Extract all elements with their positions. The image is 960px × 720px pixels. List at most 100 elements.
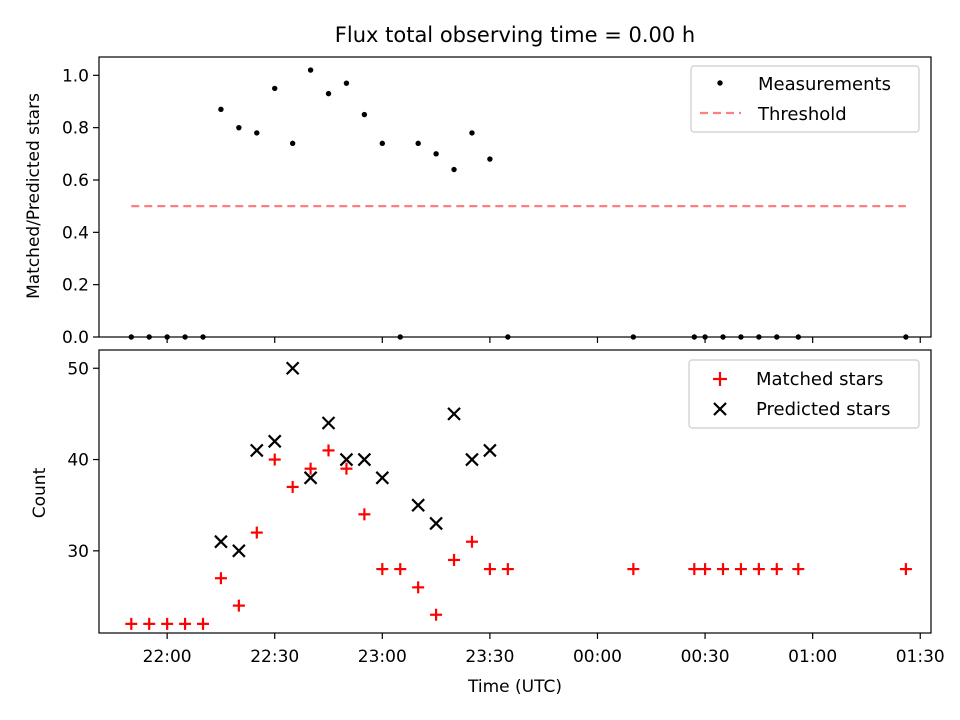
- legend-predicted-label: Predicted stars: [756, 399, 890, 420]
- top-legend: Measurements Threshold: [690, 65, 920, 133]
- matched-star-point: [268, 453, 281, 466]
- matched-star-point: [483, 563, 496, 576]
- predicted-star-point: [447, 407, 461, 421]
- bottom-y-axis-label: Count: [30, 467, 50, 518]
- matched-star-point: [752, 563, 765, 576]
- measurement-point: [379, 140, 386, 147]
- bottom-y-tick-label: 50: [67, 359, 89, 379]
- matched-star-point: [232, 599, 245, 612]
- measurement-point: [487, 156, 493, 162]
- top-plot-frame: [98, 56, 932, 338]
- x-tick-label: 01:00: [788, 647, 837, 667]
- matched-star-point: [197, 617, 209, 630]
- top-y-tick-label: 1.0: [62, 66, 89, 86]
- predicted-star-point: [411, 498, 425, 512]
- matched-star-point: [699, 563, 712, 576]
- matched-star-point: [179, 617, 192, 630]
- matched-star-point: [734, 563, 747, 576]
- measurement-point: [343, 80, 350, 86]
- x-axis-label: Time (UTC): [467, 677, 562, 697]
- predicted-star-point: [465, 452, 479, 467]
- matched-star-point: [161, 617, 174, 630]
- legend-measurements-marker: [717, 80, 723, 86]
- x-tick-label: 23:30: [465, 647, 514, 667]
- legend-matched-label: Matched stars: [756, 369, 883, 390]
- measurement-point: [433, 151, 439, 157]
- measurement-point: [307, 67, 314, 73]
- matched-star-point: [125, 617, 138, 630]
- legend-predicted-marker: [713, 402, 727, 416]
- predicted-star-point: [250, 443, 264, 458]
- matched-star-point: [688, 563, 701, 576]
- top-y-tick-label: 0.6: [62, 171, 89, 191]
- top-y-tick-label: 0.0: [62, 328, 89, 348]
- top-y-tick-label: 0.8: [62, 119, 89, 139]
- matched-star-point: [394, 563, 407, 576]
- matched-star-point: [376, 563, 389, 576]
- predicted-star-point: [429, 516, 443, 531]
- count-points: [125, 361, 912, 630]
- bottom-y-tick-label: 30: [67, 542, 89, 562]
- matched-star-point: [340, 462, 353, 475]
- predicted-star-point: [357, 452, 372, 467]
- matched-star-point: [358, 508, 371, 521]
- bottom-y-axis-ticks: 30 40 50: [67, 359, 99, 562]
- top-y-axis-ticks: 0.0 0.2 0.4 0.6 0.8 1.0: [62, 66, 99, 348]
- bottom-y-tick-label: 40: [67, 451, 89, 471]
- measurement-point: [218, 106, 224, 113]
- measurement-point: [236, 124, 242, 131]
- matched-star-point: [448, 553, 461, 566]
- bottom-x-axis-ticks: 22:00 22:30 23:00 23:30 00:00 00:30 01:00 01:30: [143, 633, 945, 667]
- matched-star-point: [899, 563, 912, 576]
- matched-star-point: [792, 563, 805, 576]
- matched-star-point: [412, 581, 425, 594]
- measurement-point: [451, 166, 457, 173]
- matched-star-point: [322, 444, 335, 457]
- matched-star-point: [250, 526, 263, 539]
- top-y-tick-label: 0.2: [62, 276, 89, 296]
- bottom-legend: Matched stars Predicted stars: [688, 359, 920, 429]
- matched-star-point: [627, 563, 640, 576]
- legend-matched-marker: [713, 372, 727, 386]
- measurement-point: [254, 130, 260, 136]
- measurement-point: [469, 130, 475, 136]
- chart-title: Flux total observing time = 0.00 h: [335, 23, 695, 47]
- x-tick-label: 22:30: [250, 647, 299, 667]
- measurement-point: [415, 140, 421, 147]
- predicted-star-point: [232, 544, 246, 558]
- predicted-star-point: [483, 443, 497, 458]
- measurement-point: [289, 140, 296, 147]
- measurement-point: [325, 90, 332, 97]
- matched-star-point: [770, 563, 783, 576]
- matched-star-point: [465, 535, 478, 548]
- flux-ratio-panel: Flux total observing time = 0.00 h Match…: [24, 23, 932, 348]
- x-tick-label: 01:30: [896, 647, 945, 667]
- measurement-point: [361, 111, 368, 118]
- predicted-star-point: [267, 434, 282, 449]
- bottom-plot-frame: [98, 349, 932, 634]
- predicted-star-point: [375, 471, 390, 485]
- x-tick-label: 00:30: [681, 647, 730, 667]
- legend-measurements-label: Measurements: [758, 74, 891, 95]
- matched-star-point: [717, 563, 729, 576]
- predicted-star-point: [321, 416, 336, 430]
- x-tick-label: 23:00: [358, 647, 407, 667]
- top-y-tick-label: 0.4: [62, 223, 89, 243]
- matched-star-point: [430, 608, 443, 621]
- predicted-star-point: [285, 361, 300, 376]
- matched-star-point: [214, 572, 227, 585]
- top-y-axis-label: Matched/Predicted stars: [24, 93, 44, 299]
- predicted-star-point: [303, 471, 318, 485]
- x-tick-label: 22:00: [143, 647, 192, 667]
- legend-threshold-label: Threshold: [757, 104, 847, 125]
- matched-star-point: [304, 462, 317, 475]
- x-tick-label: 00:00: [573, 647, 622, 667]
- matched-star-point: [501, 563, 514, 576]
- predicted-star-point: [339, 452, 354, 467]
- matched-star-point: [143, 617, 156, 630]
- matched-star-point: [286, 480, 299, 493]
- predicted-star-point: [214, 534, 228, 549]
- measurement-point: [272, 85, 278, 92]
